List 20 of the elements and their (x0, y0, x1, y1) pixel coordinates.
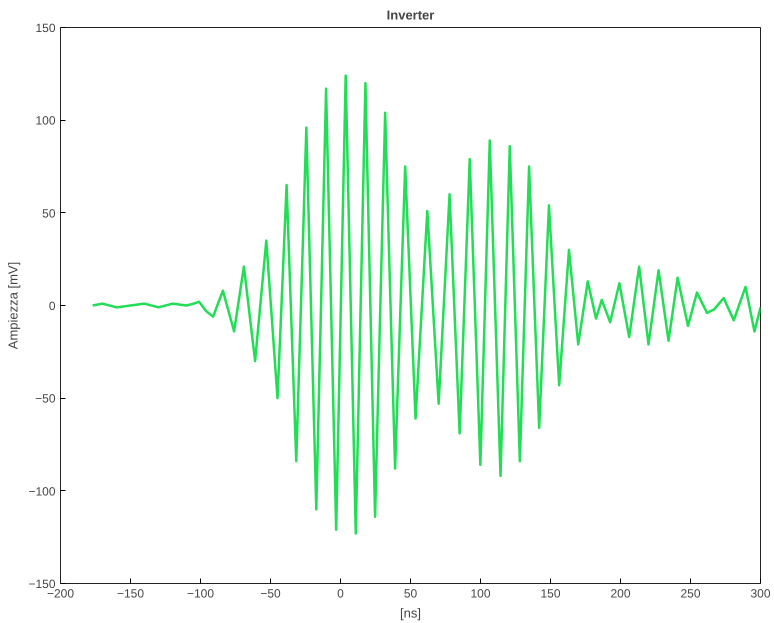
x-tick-label: 0 (337, 586, 344, 600)
x-tick-label: 300 (750, 586, 771, 600)
x-tick-label: 50 (404, 586, 418, 600)
x-tick-label: −100 (186, 586, 214, 600)
x-tick-label: −150 (116, 586, 144, 600)
line-series (91, 74, 760, 535)
chart-title: Inverter (386, 8, 434, 22)
y-tick-label: 150 (35, 21, 56, 35)
y-tick-label: 50 (42, 206, 56, 220)
y-tick-label: −100 (28, 484, 56, 498)
y-tick-label: 100 (35, 114, 56, 128)
y-tick-label: −50 (35, 392, 56, 406)
x-tick-label: −50 (260, 586, 282, 600)
x-tick-label: 250 (680, 586, 701, 600)
x-tick-label: 100 (470, 586, 491, 600)
x-axis-title: [ns] (400, 606, 421, 620)
y-tick-label: 0 (48, 299, 56, 313)
x-tick-label: 200 (610, 586, 631, 600)
y-axis-title: Ampiezza [mV] (5, 262, 20, 350)
x-tick-label: 150 (540, 586, 561, 600)
